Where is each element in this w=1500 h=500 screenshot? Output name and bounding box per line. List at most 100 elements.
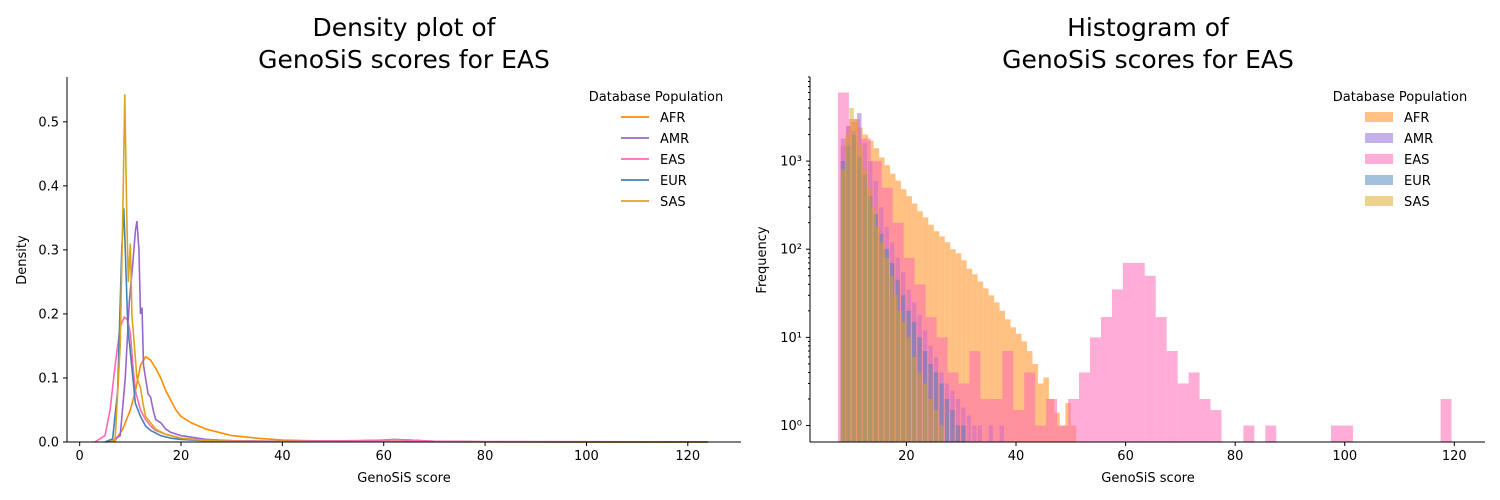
histogram-bar-eur xyxy=(939,383,944,442)
histogram-bar-eas xyxy=(1440,398,1452,442)
histogram-y-tick-label: 10² xyxy=(780,243,802,258)
density-line-afr xyxy=(104,355,709,443)
histogram-y-tick-label: 10¹ xyxy=(780,331,802,346)
histogram-legend-label-amr: AMR xyxy=(1404,132,1433,147)
histogram-bar-eas xyxy=(969,351,981,442)
density-x-tick-label: 60 xyxy=(375,449,392,464)
density-legend-label-sas: SAS xyxy=(660,195,686,210)
density-y-tick-label: 0.5 xyxy=(38,115,59,130)
histogram-bar-eas xyxy=(1024,372,1036,442)
histogram-bar-eas xyxy=(1210,409,1222,442)
histogram-title-line2: GenoSiS scores for EAS xyxy=(1002,45,1294,74)
histogram-legend-swatch-eas xyxy=(1365,154,1393,164)
histogram-bar-eas xyxy=(1035,425,1047,442)
density-y-tick-label: 0.4 xyxy=(38,179,59,194)
histogram-bar-eas xyxy=(1089,337,1101,442)
histogram-x-tick-label: 60 xyxy=(1117,449,1134,464)
density-y-tick-label: 0.0 xyxy=(38,436,59,451)
histogram-x-tick-label: 80 xyxy=(1227,449,1244,464)
histogram-x-tick-label: 120 xyxy=(1442,449,1467,464)
histogram-bar-eas xyxy=(1057,425,1069,442)
histogram-bar-eas xyxy=(1331,425,1353,442)
histogram-bar-eas xyxy=(1265,425,1277,442)
histogram-bar-eur xyxy=(955,425,961,442)
histogram-bar-eas xyxy=(1111,289,1123,442)
density-x-tick-label: 120 xyxy=(675,449,700,464)
density-legend-label-eas: EAS xyxy=(660,153,685,168)
histogram-bar-eas xyxy=(1243,425,1255,442)
histogram-legend-swatch-amr xyxy=(1365,133,1393,143)
histogram-plot-area: 20 40 60 80 100 120 10⁰ 10¹ 10² 10³ xyxy=(780,76,1485,464)
histogram-bar-eas xyxy=(1046,398,1058,442)
histogram-bar-sas xyxy=(849,108,854,442)
histogram-legend-label-afr: AFR xyxy=(1404,111,1429,126)
histogram-bar-eas xyxy=(1002,351,1014,442)
histogram-bar-afr xyxy=(955,253,962,442)
histogram-bar-eas xyxy=(1100,317,1112,442)
histogram-bar-eas xyxy=(991,398,1003,442)
density-title-line1: Density plot of xyxy=(313,13,497,42)
histogram-bar-eas xyxy=(1013,409,1025,442)
density-x-tick-label: 40 xyxy=(274,449,291,464)
density-line-eas xyxy=(94,315,709,443)
density-plot-panel: Density plot of GenoSiS scores for EAS 0… xyxy=(15,13,741,486)
histogram-bar-eas xyxy=(958,383,970,442)
histogram-legend: Database Population AFR AMR EAS EUR SAS xyxy=(1333,90,1467,210)
density-plot-area: 0 20 40 60 80 100 120 0.0 0.1 0.2 0.3 0.4 0.5 xyxy=(38,77,741,464)
density-x-axis-label: GenoSiS score xyxy=(357,471,450,486)
density-y-tick-label: 0.1 xyxy=(38,371,59,386)
histogram-x-tick-label: 20 xyxy=(898,449,915,464)
histogram-x-axis-label: GenoSiS score xyxy=(1101,471,1194,486)
histogram-bar-sas xyxy=(845,134,850,442)
density-x-tick-label: 100 xyxy=(574,449,599,464)
histogram-bar-sas xyxy=(902,321,907,442)
histogram-bar-eas xyxy=(1166,351,1178,442)
histogram-bar-sas xyxy=(917,372,922,442)
histogram-bar-afr xyxy=(1065,403,1071,442)
histogram-legend-swatch-afr xyxy=(1365,112,1393,122)
histogram-y-axis-label: Frequency xyxy=(755,226,770,293)
histogram-bar-afr xyxy=(994,302,1000,442)
histogram-bar-sas xyxy=(922,383,928,442)
histogram-bar-afr xyxy=(988,295,995,442)
histogram-bar-sas xyxy=(893,295,898,442)
histogram-bar-afr xyxy=(1016,333,1022,442)
histogram-bar-eas xyxy=(1144,275,1156,442)
histogram-bar-sas xyxy=(858,145,863,442)
histogram-bar-eas xyxy=(1133,262,1145,442)
histogram-bar-sas xyxy=(884,257,889,442)
histogram-legend-label-sas: SAS xyxy=(1404,195,1430,210)
histogram-bar-sas xyxy=(897,310,903,442)
histogram-bar-eas xyxy=(1079,372,1090,442)
histogram-panel: Histogram of GenoSiS scores for EAS 20 40… xyxy=(755,13,1485,486)
histogram-bar-sas xyxy=(880,242,885,442)
histogram-bar-eas xyxy=(1177,383,1189,442)
histogram-x-tick-label: 100 xyxy=(1332,449,1357,464)
histogram-legend-label-eur: EUR xyxy=(1404,174,1431,189)
histogram-bar-sas xyxy=(906,337,911,442)
density-legend-label-afr: AFR xyxy=(660,111,685,126)
histogram-bar-eas xyxy=(1188,372,1200,442)
histogram-bar-eas xyxy=(1199,398,1211,442)
histogram-bar-sas xyxy=(888,275,894,442)
density-line-eur xyxy=(104,208,709,443)
density-line-amr xyxy=(109,220,709,443)
histogram-bar-afr xyxy=(950,249,956,442)
histogram-bar-eas xyxy=(947,372,959,442)
histogram-bar-sas xyxy=(871,207,876,442)
histogram-bar-sas xyxy=(928,398,933,442)
density-x-tick-label: 0 xyxy=(76,449,84,464)
density-y-axis-label: Density xyxy=(15,235,30,285)
histogram-title-line1: Histogram of xyxy=(1067,13,1230,42)
histogram-bar-eur xyxy=(933,372,939,442)
histogram-bar-sas xyxy=(939,425,944,442)
histogram-bar-sas xyxy=(866,187,872,442)
histogram-bar-eur xyxy=(944,398,950,442)
density-legend: Database Population AFR AMR EAS EUR SAS xyxy=(589,90,723,210)
histogram-bar-eur xyxy=(961,425,966,442)
density-line-sas xyxy=(109,94,709,443)
density-y-tick-label: 0.2 xyxy=(38,307,59,322)
histogram-bar-eas xyxy=(1068,398,1080,442)
histogram-y-tick-label: 10⁰ xyxy=(780,419,802,434)
